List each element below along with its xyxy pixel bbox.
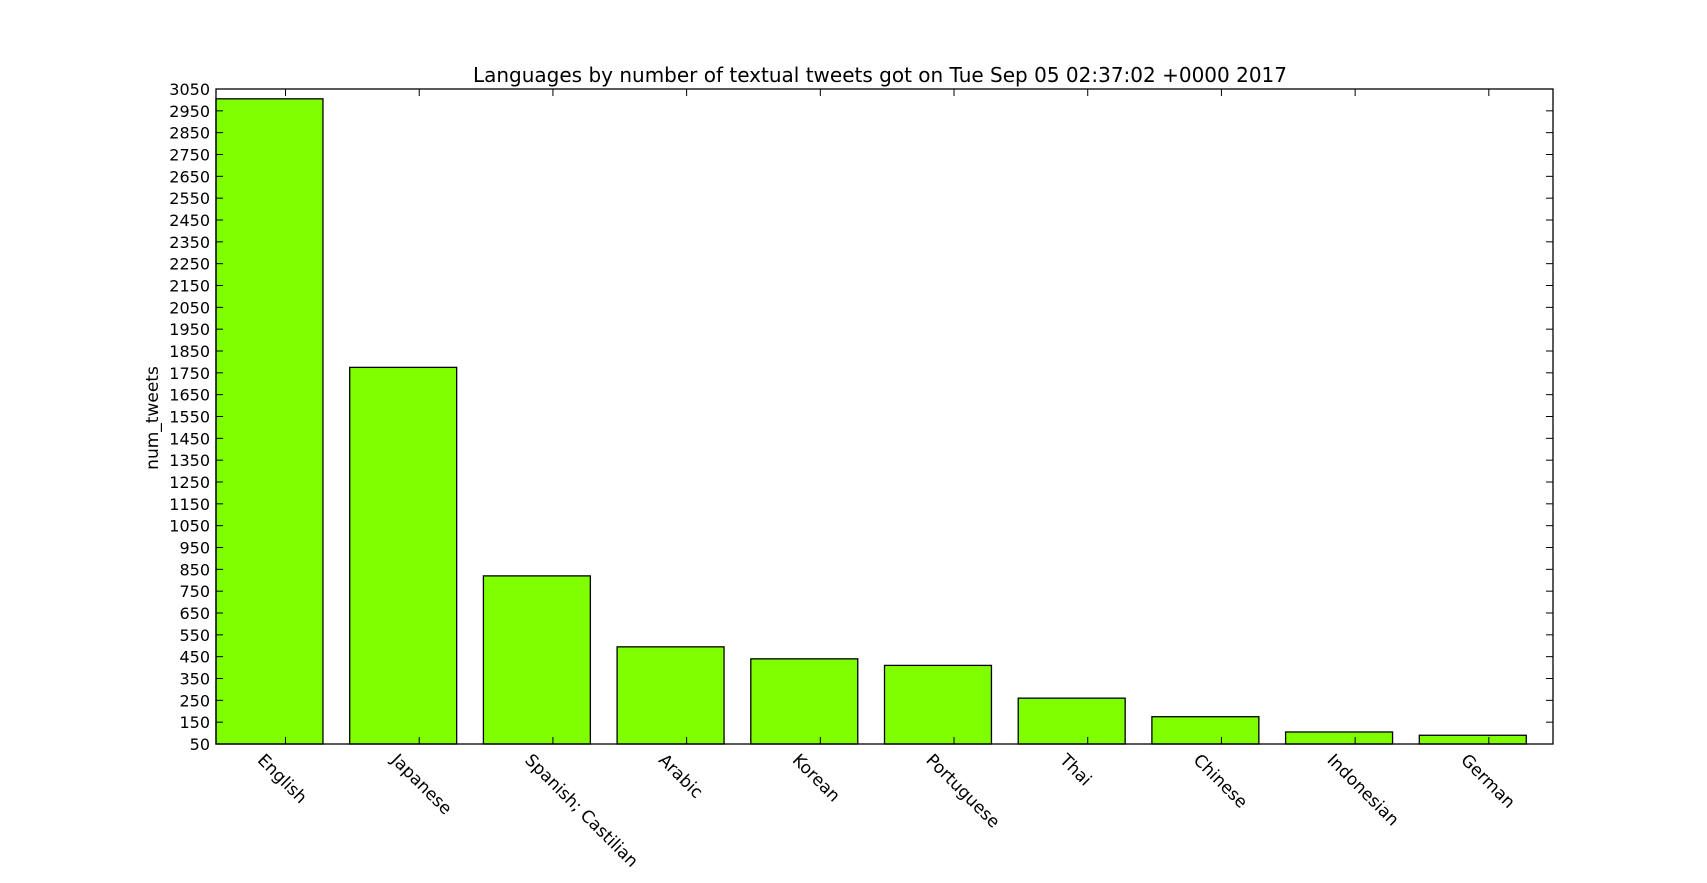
bar-japanese xyxy=(349,366,458,745)
y-tick-label: 2050 xyxy=(169,298,210,317)
y-tick-label: 2650 xyxy=(169,167,210,186)
y-tick-label: 50 xyxy=(190,735,210,754)
bar-thai xyxy=(1017,697,1126,745)
x-tick-label: Thai xyxy=(1055,750,1096,791)
plot-area: 50 150 250 350 450 550 650 750 850 950 1050 1150 125… xyxy=(169,80,1554,872)
y-tick-label: 1650 xyxy=(169,386,210,405)
y-tick-label: 450 xyxy=(179,648,210,667)
x-tick-label: Chinese xyxy=(1189,750,1251,812)
y-tick-label: 3050 xyxy=(169,80,210,99)
bar-portuguese xyxy=(883,664,993,745)
x-tick-label: Indonesian xyxy=(1323,750,1403,830)
x-tick-label: Spanish; Castilian xyxy=(521,750,642,871)
y-tick-label: 2350 xyxy=(169,233,210,252)
x-tick-label: German xyxy=(1456,750,1518,812)
y-tick-label: 2250 xyxy=(169,255,210,274)
y-tick-label: 950 xyxy=(179,539,210,558)
bar-chinese xyxy=(1151,716,1260,745)
y-tick-label: 1250 xyxy=(169,473,210,492)
bar-spanish-castilian xyxy=(482,575,592,745)
x-tick-label: Japanese xyxy=(386,750,455,819)
y-tick-label: 1750 xyxy=(169,364,210,383)
y-tick-label: 850 xyxy=(179,560,210,579)
y-tick-label: 1450 xyxy=(169,429,210,448)
y-tick-label: 1950 xyxy=(169,320,210,339)
x-tick-label: Korean xyxy=(788,750,844,806)
y-axis-label: num_tweets xyxy=(143,366,163,470)
y-tick-label: 1550 xyxy=(169,408,210,427)
y-tick-label: 550 xyxy=(179,626,210,645)
x-tick-label: Portuguese xyxy=(922,750,1004,832)
y-tick-label: 1150 xyxy=(169,495,210,514)
y-tick-label: 1050 xyxy=(169,517,210,536)
bar-english xyxy=(215,98,324,745)
x-tick-label: Arabic xyxy=(654,750,706,802)
y-tick-label: 150 xyxy=(179,713,210,732)
y-tick-label: 1850 xyxy=(169,342,210,361)
y-tick-label: 2850 xyxy=(169,124,210,143)
bar-korean xyxy=(750,658,859,745)
bar-indonesian xyxy=(1284,731,1394,745)
y-tick-label: 650 xyxy=(179,604,210,623)
y-tick-label: 750 xyxy=(179,582,210,601)
y-tick-label: 2150 xyxy=(169,277,210,296)
chart-title: Languages by number of textual tweets go… xyxy=(473,63,1287,87)
bar-german xyxy=(1418,734,1527,745)
y-tick-label: 2450 xyxy=(169,211,210,230)
y-tick-label: 250 xyxy=(179,691,210,710)
bar-arabic xyxy=(616,646,725,745)
y-tick-label: 350 xyxy=(179,670,210,689)
x-tick-label: English xyxy=(253,750,311,808)
y-tick-label: 2750 xyxy=(169,146,210,165)
y-tick-label: 2550 xyxy=(169,189,210,208)
y-tick-label: 1350 xyxy=(169,451,210,470)
y-tick-label: 2950 xyxy=(169,102,210,121)
